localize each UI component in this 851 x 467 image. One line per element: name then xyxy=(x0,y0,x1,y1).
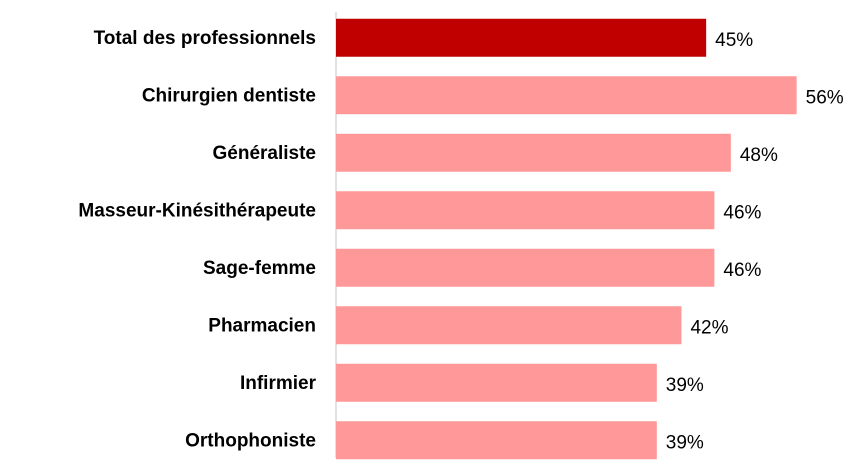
bar xyxy=(336,18,707,57)
value-label: 46% xyxy=(723,260,761,281)
bar xyxy=(336,191,715,230)
category-label: Orthophoniste xyxy=(185,430,316,451)
bar xyxy=(336,76,797,115)
category-label: Masseur-Kinésithérapeute xyxy=(78,200,316,221)
bar xyxy=(336,133,731,172)
value-label: 56% xyxy=(806,87,844,108)
category-label: Infirmier xyxy=(240,373,317,394)
bar xyxy=(336,306,682,345)
value-label: 39% xyxy=(666,432,704,453)
value-label: 42% xyxy=(690,317,728,338)
category-label: Pharmacien xyxy=(208,315,316,336)
value-label: 46% xyxy=(723,202,761,223)
value-label: 48% xyxy=(740,145,778,166)
category-label: Généraliste xyxy=(213,143,317,164)
category-label: Total des professionnels xyxy=(94,28,316,49)
bar xyxy=(336,363,657,402)
bar xyxy=(336,248,715,287)
category-label: Chirurgien dentiste xyxy=(142,85,316,106)
value-label: 45% xyxy=(715,30,753,51)
value-label: 39% xyxy=(666,375,704,396)
bar xyxy=(336,421,657,460)
category-label: Sage-femme xyxy=(203,258,316,279)
